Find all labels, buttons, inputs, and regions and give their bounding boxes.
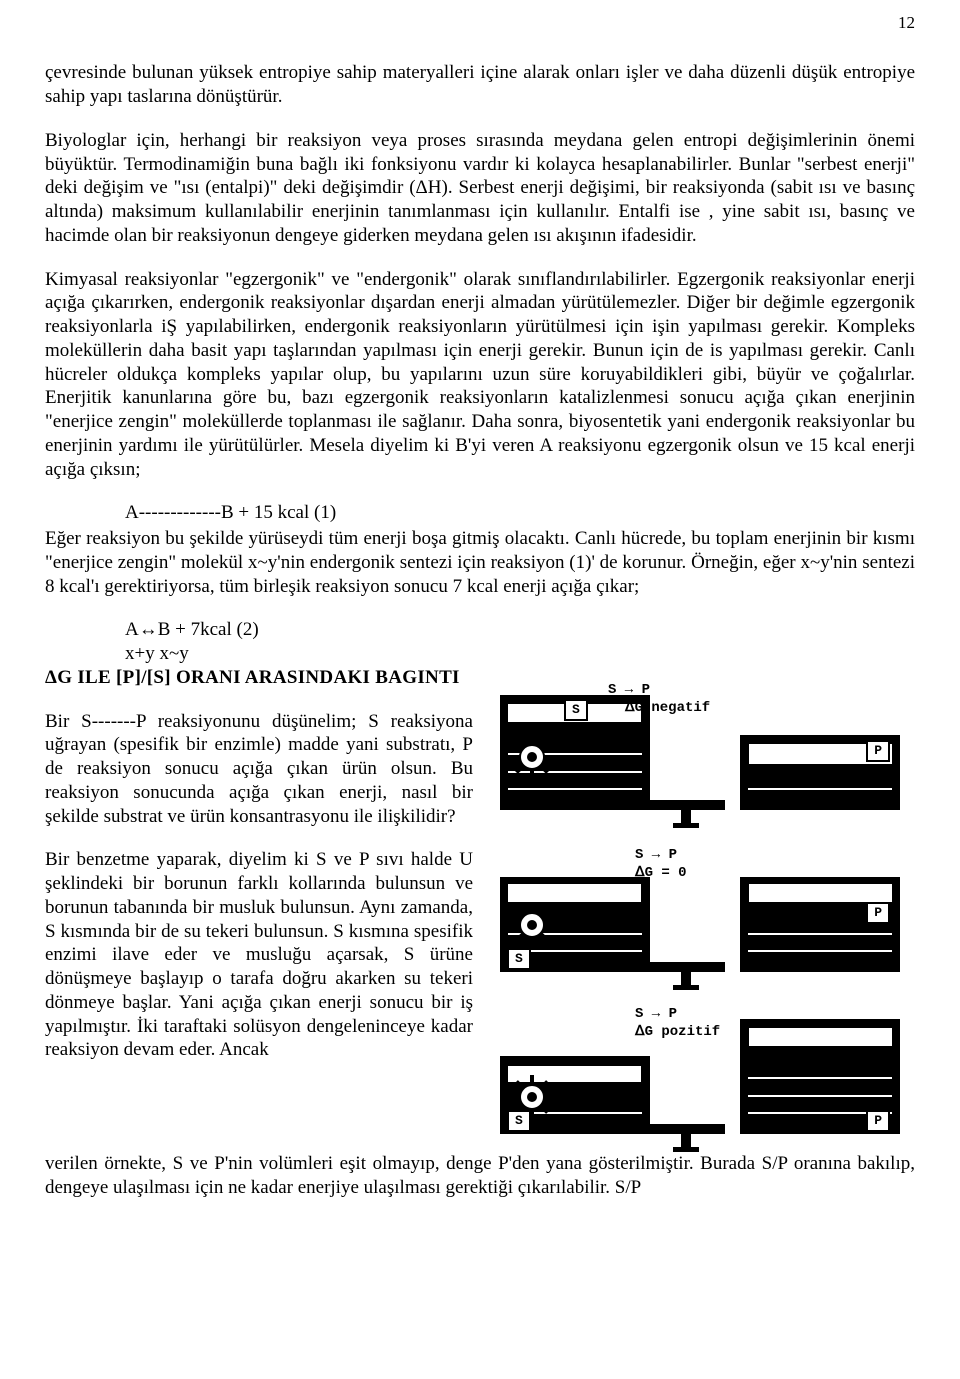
- label-s: S: [507, 948, 531, 970]
- paragraph-2: Biyologlar için, herhangi bir reaksiyon …: [45, 129, 915, 248]
- section-title: ΔG ILE [P]/[S] ORANI ARASINDAKI BAGINTI: [45, 666, 473, 690]
- reaction-label-3: S → P: [635, 1006, 677, 1023]
- paragraph-1: çevresinde bulunan yüksek entropiye sahi…: [45, 61, 915, 109]
- equation-1: A-------------B + 15 kcal (1): [125, 501, 915, 525]
- diagram-panel-1: S P S → P ᐃG negatif: [485, 670, 915, 828]
- page-number: 12: [45, 12, 915, 33]
- paragraph-7: verilen örnekte, S ve P'nin volümleri eş…: [45, 1152, 915, 1200]
- gear-icon: [507, 732, 557, 782]
- paragraph-4: Eğer reaksiyon bu şekilde yürüseydi tüm …: [45, 527, 915, 598]
- reaction-label-2: S → P: [635, 847, 677, 864]
- reaction-label-1: S → P: [608, 682, 650, 699]
- label-p: P: [866, 1110, 890, 1132]
- equation-2a: A↔B + 7kcal (2): [125, 618, 915, 642]
- paragraph-3: Kimyasal reaksiyonlar "egzergonik" ve "e…: [45, 268, 915, 482]
- deltaG-label-3: ᐃG pozitif: [635, 1024, 720, 1041]
- deltaG-label-1: ᐃG negatif: [625, 700, 710, 717]
- label-s: S: [507, 1110, 531, 1132]
- label-p: P: [866, 740, 890, 762]
- equation-2b: x+y x~y: [125, 642, 915, 666]
- label-s: S: [564, 699, 588, 721]
- diagram-panel-2: S P S → P ᐃG = 0: [485, 832, 915, 990]
- diagram-panel-3: S P S → P ᐃG pozitif: [485, 994, 915, 1152]
- gear-icon: [507, 900, 557, 950]
- deltaG-label-2: ᐃG = 0: [635, 865, 687, 882]
- reaction-diagram: S P S → P ᐃG negatif: [485, 670, 915, 1150]
- paragraph-6: Bir benzetme yaparak, diyelim ki S ve P …: [45, 848, 473, 1062]
- paragraph-5: Bir S-------P reaksiyonunu düşünelim; S …: [45, 710, 473, 829]
- label-p: P: [866, 902, 890, 924]
